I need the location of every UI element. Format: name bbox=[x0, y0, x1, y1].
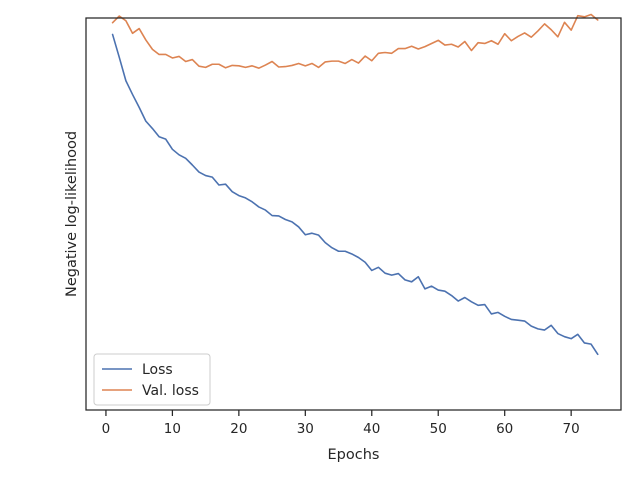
legend-label-loss: Loss bbox=[142, 362, 173, 378]
x-tick-label: 30 bbox=[297, 421, 314, 437]
x-tick-label: 40 bbox=[363, 421, 380, 437]
series-layer bbox=[111, 13, 599, 356]
y-axis-label: Negative log-likelihood bbox=[64, 131, 80, 297]
x-tick-label: 20 bbox=[230, 421, 247, 437]
legend-label-val-loss: Val. loss bbox=[142, 383, 199, 399]
plot-area-frame bbox=[85, 17, 622, 411]
legend: Loss Val. loss bbox=[93, 353, 211, 406]
legend-frame bbox=[93, 353, 211, 406]
x-tick-label: 60 bbox=[496, 421, 513, 437]
x-axis-label: Epochs bbox=[328, 447, 380, 463]
series-line-loss bbox=[111, 33, 599, 356]
x-tick-label: 70 bbox=[563, 421, 580, 437]
x-tick-label: 50 bbox=[430, 421, 447, 437]
x-axis-ticks: 0 10 20 30 40 50 60 70 bbox=[102, 410, 580, 437]
series-line-val-loss bbox=[111, 13, 599, 69]
x-tick-label: 10 bbox=[164, 421, 181, 437]
x-tick-label: 0 bbox=[102, 421, 111, 437]
